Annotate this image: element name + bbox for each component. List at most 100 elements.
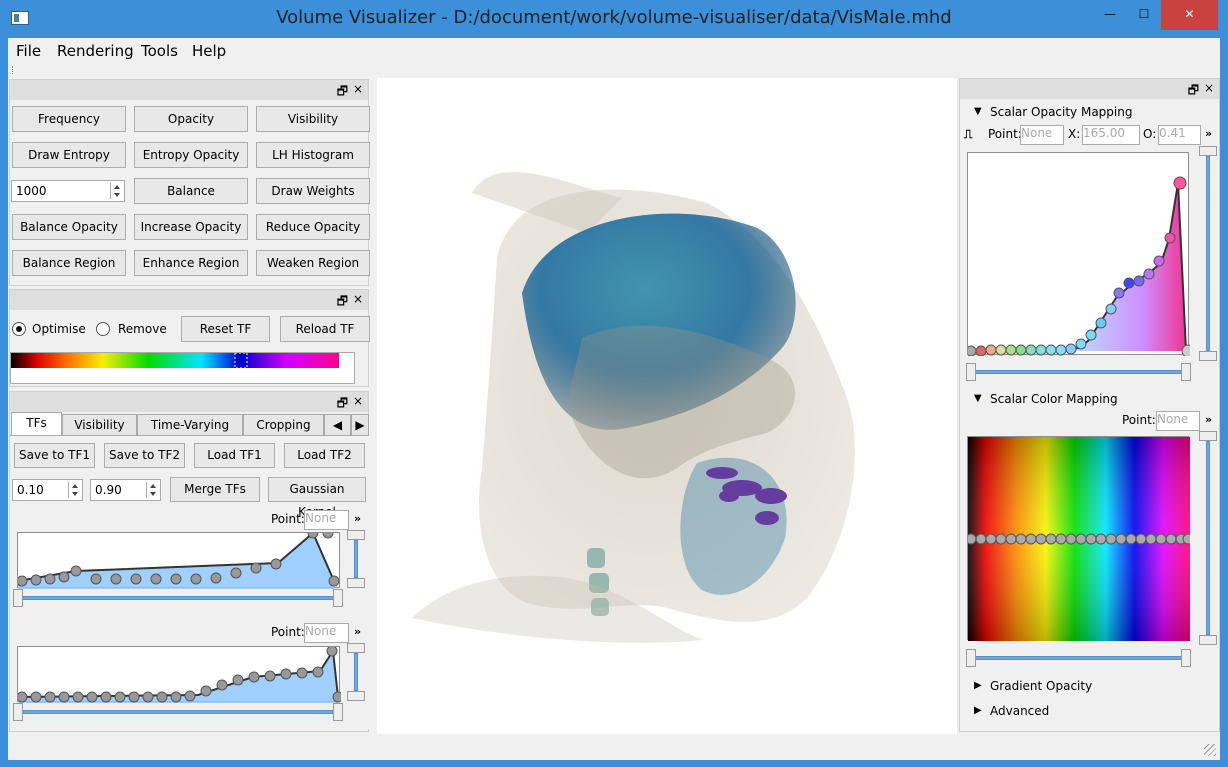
tf-dock-header[interactable]: 🗗 × <box>10 392 368 412</box>
tab-time-varying[interactable]: Time-Varying <box>137 414 243 436</box>
float-icon[interactable]: 🗗 <box>1187 83 1199 97</box>
minimize-button[interactable]: — <box>1104 7 1116 21</box>
tf1-right-handle[interactable] <box>333 589 343 607</box>
tf1-point-input[interactable]: None <box>304 510 349 530</box>
opacity-bottom-handle[interactable] <box>1199 351 1217 361</box>
tf2-top-handle[interactable] <box>347 643 365 653</box>
color-point-input[interactable]: None <box>1156 411 1200 431</box>
region-dock-header[interactable]: 🗗 × <box>10 290 368 310</box>
tf2-point-input[interactable]: None <box>304 623 349 643</box>
menu-tools[interactable]: Tools <box>141 42 178 60</box>
tf1-vertical-slider[interactable] <box>347 530 365 588</box>
opacity-left-handle[interactable] <box>966 363 976 381</box>
optimise-radio[interactable] <box>12 322 26 336</box>
weight-spinbox[interactable]: 1000 <box>11 180 125 202</box>
float-icon[interactable]: 🗗 <box>336 84 348 98</box>
color-top-handle[interactable] <box>1199 431 1217 441</box>
tf-max-spinbox[interactable]: 0.90 <box>90 479 161 501</box>
tf1-horizontal-slider[interactable] <box>13 589 343 607</box>
spin-arrows-icon[interactable] <box>68 482 80 498</box>
o-value-input[interactable]: 0.41 <box>1158 125 1201 145</box>
tab-tfs[interactable]: TFs <box>11 412 62 436</box>
tf1-left-handle[interactable] <box>13 589 23 607</box>
maximize-button[interactable]: ☐ <box>1138 7 1150 21</box>
tf-min-spinbox[interactable]: 0.10 <box>12 479 83 501</box>
opacity-right-handle[interactable] <box>1181 363 1191 381</box>
close-icon[interactable]: × <box>352 292 363 306</box>
scalar-color-mapping-title[interactable]: Scalar Color Mapping <box>974 392 1118 406</box>
lh-histogram-button[interactable]: LH Histogram <box>256 142 370 168</box>
draw-weights-button[interactable]: Draw Weights <box>256 178 370 204</box>
menu-help[interactable]: Help <box>192 42 227 60</box>
step-function-icon[interactable]: ⎍ <box>964 127 973 141</box>
opacity-button[interactable]: Opacity <box>134 106 248 132</box>
entropy-opacity-button[interactable]: Entropy Opacity <box>134 142 248 168</box>
spin-arrows-icon[interactable] <box>110 183 122 199</box>
color-vertical-slider[interactable] <box>1199 431 1217 645</box>
opacity-transfer-editor[interactable] <box>965 152 1195 358</box>
close-icon[interactable]: × <box>352 82 363 96</box>
tf2-left-handle[interactable] <box>13 703 23 721</box>
close-icon[interactable]: × <box>1203 81 1214 95</box>
merge-tfs-button[interactable]: Merge TFs <box>170 477 260 502</box>
opacity-horizontal-slider[interactable] <box>966 363 1191 381</box>
transfer-function-colorbar[interactable] <box>10 352 355 384</box>
close-button[interactable]: ✕ <box>1161 0 1218 30</box>
visibility-button[interactable]: Visibility <box>256 106 370 132</box>
opacity-top-handle[interactable] <box>1199 146 1217 156</box>
draw-entropy-button[interactable]: Draw Entropy <box>12 142 126 168</box>
advanced-title[interactable]: Advanced <box>974 704 1049 718</box>
color-left-handle[interactable] <box>966 649 976 667</box>
increase-opacity-button[interactable]: Increase Opacity <box>134 214 248 240</box>
balance-region-button[interactable]: Balance Region <box>12 250 126 276</box>
load-tf2-button[interactable]: Load TF2 <box>284 443 365 468</box>
spin-arrows-icon[interactable] <box>146 482 158 498</box>
gaussian-kernel-button[interactable]: Gaussian Kernel <box>268 477 366 519</box>
analysis-dock-header[interactable]: 🗗 × <box>10 80 368 100</box>
tf2-right-handle[interactable] <box>333 703 343 721</box>
balance-opacity-button[interactable]: Balance Opacity <box>12 214 126 240</box>
resize-grip-icon[interactable] <box>1204 744 1216 756</box>
gradient-opacity-title[interactable]: Gradient Opacity <box>974 679 1092 693</box>
tab-visibility[interactable]: Visibility <box>62 414 137 436</box>
reduce-opacity-button[interactable]: Reduce Opacity <box>256 214 370 240</box>
balance-button[interactable]: Balance <box>134 178 248 204</box>
tf2-horizontal-slider[interactable] <box>13 703 343 721</box>
color-horizontal-slider[interactable] <box>966 649 1191 667</box>
float-icon[interactable]: 🗗 <box>336 396 348 410</box>
enhance-region-button[interactable]: Enhance Region <box>134 250 248 276</box>
volume-render-view[interactable] <box>377 78 957 734</box>
save-to-tf2-button[interactable]: Save to TF2 <box>104 443 185 468</box>
opacity-vertical-slider[interactable] <box>1199 146 1217 361</box>
save-to-tf1-button[interactable]: Save to TF1 <box>14 443 95 468</box>
opacity-more-icon[interactable]: » <box>1205 127 1213 140</box>
color-transfer-editor[interactable] <box>965 436 1194 641</box>
tf2-bottom-handle[interactable] <box>347 691 365 701</box>
reset-tf-button[interactable]: Reset TF <box>181 316 270 342</box>
menu-rendering[interactable]: Rendering <box>57 42 134 60</box>
color-more-icon[interactable]: » <box>1205 413 1213 426</box>
load-tf1-button[interactable]: Load TF1 <box>194 443 275 468</box>
tf2-editor[interactable] <box>16 645 344 703</box>
remove-radio[interactable] <box>96 322 110 336</box>
color-right-handle[interactable] <box>1181 649 1191 667</box>
reload-tf-button[interactable]: Reload TF <box>280 316 370 342</box>
toolbar-handle[interactable] <box>12 66 14 74</box>
frequency-button[interactable]: Frequency <box>12 106 126 132</box>
tf1-top-handle[interactable] <box>347 530 365 540</box>
weaken-region-button[interactable]: Weaken Region <box>256 250 370 276</box>
tf1-editor[interactable] <box>16 527 340 589</box>
tf1-more-icon[interactable]: » <box>354 512 362 525</box>
tf1-bottom-handle[interactable] <box>347 578 365 588</box>
title-bar[interactable]: Volume Visualizer - D:/document/work/vol… <box>0 0 1228 38</box>
tab-scroll-right-icon[interactable]: ▶ <box>351 414 369 436</box>
tf2-more-icon[interactable]: » <box>354 625 362 638</box>
x-value-input[interactable]: 165.00 <box>1082 125 1140 145</box>
tab-scroll-left-icon[interactable]: ◀ <box>324 414 351 436</box>
tf2-vertical-slider[interactable] <box>347 643 365 701</box>
scalar-opacity-mapping-title[interactable]: Scalar Opacity Mapping <box>974 105 1133 119</box>
color-bottom-handle[interactable] <box>1199 635 1217 645</box>
float-icon[interactable]: 🗗 <box>336 294 348 308</box>
menu-file[interactable]: File <box>16 42 42 60</box>
close-icon[interactable]: × <box>352 394 363 408</box>
